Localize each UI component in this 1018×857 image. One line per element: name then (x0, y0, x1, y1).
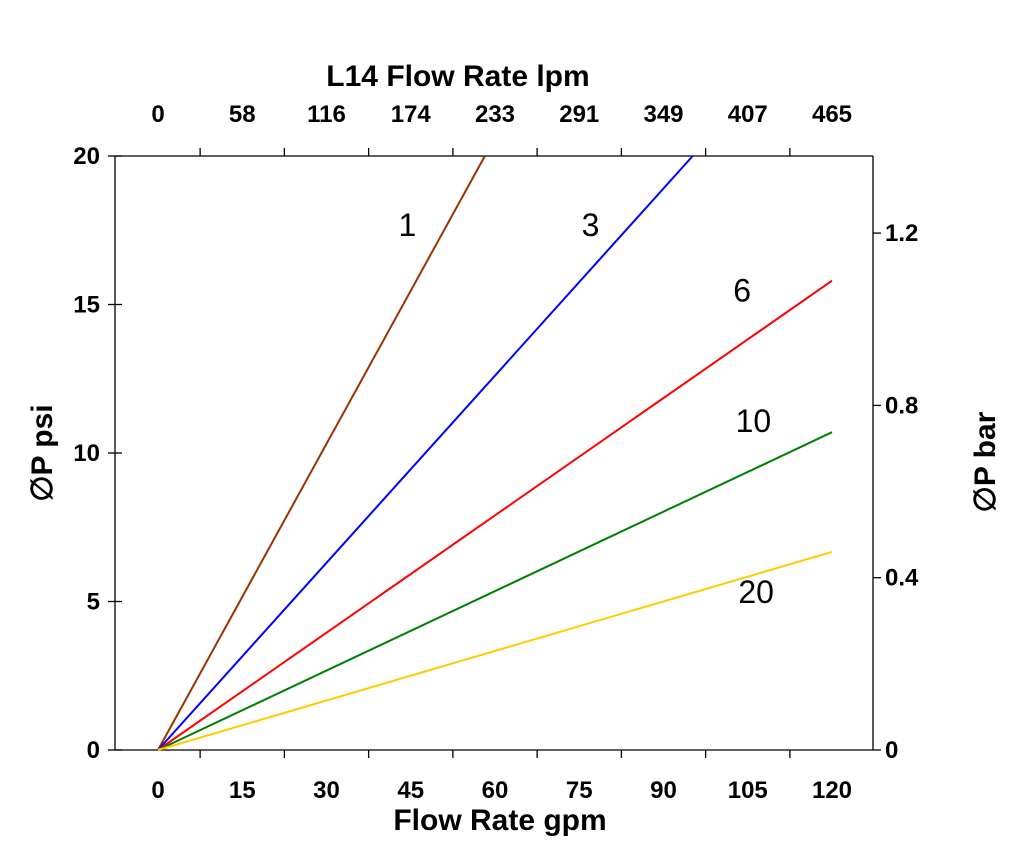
x2-tick-label: 58 (229, 101, 256, 128)
y2-tick-label: 0 (885, 737, 898, 764)
series-line-6 (157, 279, 833, 751)
x2-tick-label: 349 (643, 101, 683, 128)
series-label-6: 6 (733, 273, 751, 309)
x-tick-label: 15 (229, 777, 256, 804)
x2-tick-label: 233 (475, 101, 515, 128)
series-label-20: 20 (738, 574, 774, 610)
series-line-3 (157, 155, 694, 751)
chart-title: L14 Flow Rate lpm (326, 60, 589, 93)
y2-axis-label: ∅P bar (969, 411, 1002, 512)
x2-tick-label: 116 (307, 101, 346, 128)
y2-tick-label: 0.4 (885, 565, 919, 592)
x2-tick-label: 0 (151, 101, 164, 128)
x-tick-label: 120 (812, 777, 852, 804)
x2-tick-label: 174 (391, 101, 432, 128)
y-tick-label: 20 (73, 143, 100, 170)
y-tick-label: 10 (73, 440, 100, 467)
series-line-1 (157, 155, 486, 751)
y-tick-label: 0 (87, 737, 100, 764)
y2-tick-label: 1.2 (885, 220, 918, 247)
x2-tick-label: 291 (559, 101, 599, 128)
series-label-10: 10 (736, 403, 772, 439)
x-tick-label: 0 (151, 777, 164, 804)
y-tick-label: 15 (73, 292, 100, 319)
x-tick-label: 75 (566, 777, 593, 804)
x-tick-label: 90 (650, 777, 677, 804)
y-tick-label: 5 (87, 589, 100, 616)
x-tick-label: 45 (397, 777, 424, 804)
x-tick-label: 105 (728, 777, 768, 804)
x-tick-label: 30 (313, 777, 340, 804)
series-label-3: 3 (582, 207, 600, 243)
x2-tick-label: 465 (812, 101, 852, 128)
y2-tick-label: 0.8 (885, 392, 918, 419)
x2-tick-label: 407 (728, 101, 768, 128)
series-line-10 (157, 431, 833, 751)
x-tick-label: 60 (482, 777, 509, 804)
series-line-20 (157, 550, 833, 751)
series-label-1: 1 (398, 207, 416, 243)
x-axis-label: Flow Rate gpm (393, 804, 606, 837)
y-axis-label: ∅P psi (26, 404, 59, 501)
